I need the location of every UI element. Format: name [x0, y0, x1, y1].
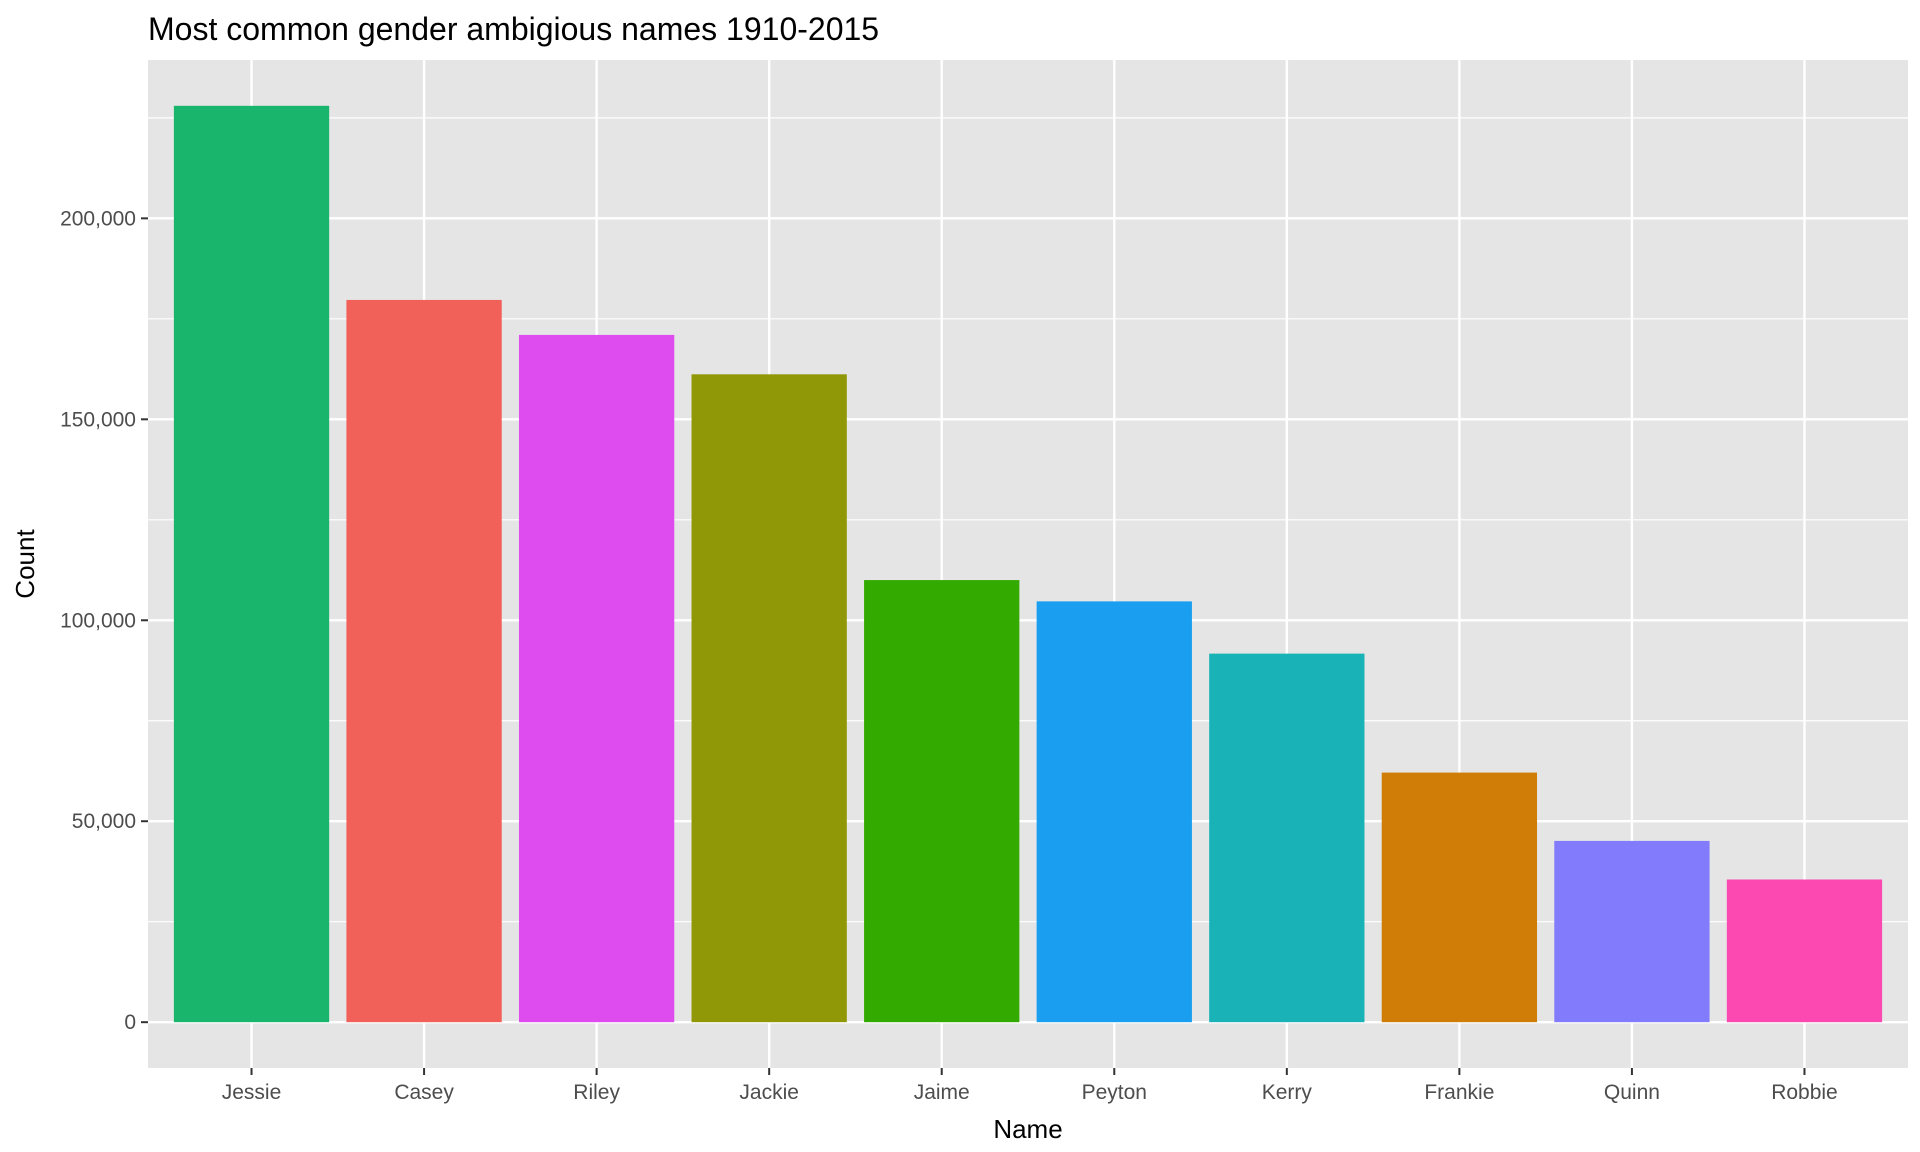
- bar-riley: [518, 334, 675, 1023]
- y-tick-label: 200,000: [60, 207, 136, 230]
- bars: [173, 105, 1883, 1023]
- x-tick-label: Jessie: [222, 1081, 282, 1104]
- x-tick-label: Jackie: [739, 1081, 799, 1104]
- bar-quinn: [1554, 840, 1710, 1023]
- chart-title: Most common gender ambigious names 1910-…: [148, 11, 879, 47]
- x-tick-label: Quinn: [1604, 1081, 1660, 1104]
- bar-jaime: [864, 580, 1020, 1023]
- bar-jackie: [691, 374, 847, 1023]
- bar-jessie: [173, 105, 330, 1023]
- bar-robbie: [1726, 879, 1883, 1023]
- y-axis-ticks: 0 50,000 100,000 150,000 200,000: [60, 207, 148, 1034]
- y-tick-label: 50,000: [72, 810, 136, 833]
- y-tick-label: 0: [124, 1011, 136, 1034]
- x-tick-label: Kerry: [1262, 1081, 1313, 1104]
- x-axis-ticks: Jessie Casey Riley Jackie Jaime Peyton Kerry Fr…: [222, 1068, 1838, 1104]
- x-tick-label: Peyton: [1082, 1081, 1147, 1104]
- x-tick-label: Robbie: [1771, 1081, 1838, 1104]
- x-tick-label: Frankie: [1424, 1081, 1494, 1104]
- x-tick-label: Jaime: [914, 1081, 970, 1104]
- bar-casey: [346, 299, 502, 1023]
- bar-peyton: [1036, 601, 1192, 1023]
- x-tick-label: Casey: [394, 1081, 454, 1104]
- bar-kerry: [1209, 653, 1365, 1023]
- bar-frankie: [1381, 772, 1538, 1023]
- x-tick-label: Riley: [573, 1081, 620, 1104]
- y-tick-label: 100,000: [60, 609, 136, 632]
- y-tick-label: 150,000: [60, 408, 136, 431]
- x-axis-title: Name: [993, 1114, 1062, 1144]
- y-axis-title: Count: [10, 529, 40, 599]
